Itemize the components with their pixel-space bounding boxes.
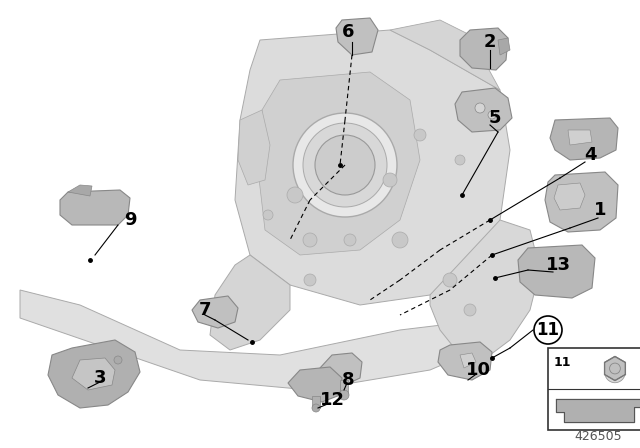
Circle shape bbox=[303, 233, 317, 247]
Circle shape bbox=[315, 135, 375, 195]
Polygon shape bbox=[235, 30, 510, 305]
Circle shape bbox=[263, 210, 273, 220]
Polygon shape bbox=[605, 357, 625, 380]
Circle shape bbox=[414, 129, 426, 141]
Polygon shape bbox=[545, 172, 618, 232]
Text: 9: 9 bbox=[124, 211, 136, 229]
Text: 426505: 426505 bbox=[574, 430, 622, 443]
Circle shape bbox=[392, 232, 408, 248]
Text: 6: 6 bbox=[342, 23, 355, 41]
Polygon shape bbox=[210, 255, 290, 350]
Polygon shape bbox=[460, 28, 508, 70]
Circle shape bbox=[339, 390, 349, 400]
Circle shape bbox=[344, 234, 356, 246]
Polygon shape bbox=[554, 183, 585, 210]
Text: 10: 10 bbox=[465, 361, 490, 379]
Text: 11: 11 bbox=[536, 321, 559, 339]
Bar bbox=[548, 348, 640, 430]
Text: 12: 12 bbox=[319, 391, 344, 409]
Polygon shape bbox=[238, 110, 270, 185]
Circle shape bbox=[605, 362, 625, 383]
Circle shape bbox=[383, 173, 397, 187]
Circle shape bbox=[455, 155, 465, 165]
Polygon shape bbox=[192, 296, 238, 328]
Circle shape bbox=[287, 187, 303, 203]
Polygon shape bbox=[556, 399, 640, 422]
Text: 2: 2 bbox=[484, 33, 496, 51]
Polygon shape bbox=[336, 18, 378, 55]
Text: 11: 11 bbox=[554, 356, 572, 369]
Polygon shape bbox=[20, 290, 500, 390]
Circle shape bbox=[475, 103, 485, 113]
Polygon shape bbox=[320, 353, 362, 385]
Text: 1: 1 bbox=[594, 201, 606, 219]
Circle shape bbox=[114, 356, 122, 364]
Text: 4: 4 bbox=[584, 146, 596, 164]
Polygon shape bbox=[390, 20, 500, 90]
Circle shape bbox=[304, 274, 316, 286]
Polygon shape bbox=[68, 185, 92, 196]
Text: 5: 5 bbox=[489, 109, 501, 127]
Polygon shape bbox=[60, 190, 130, 225]
Polygon shape bbox=[72, 358, 115, 390]
Circle shape bbox=[312, 404, 320, 412]
Polygon shape bbox=[430, 220, 540, 355]
Text: 3: 3 bbox=[93, 369, 106, 387]
Polygon shape bbox=[605, 357, 625, 380]
Circle shape bbox=[443, 273, 457, 287]
Text: 8: 8 bbox=[342, 371, 355, 389]
Polygon shape bbox=[518, 245, 595, 298]
Circle shape bbox=[293, 113, 397, 217]
Polygon shape bbox=[460, 353, 476, 368]
Circle shape bbox=[464, 304, 476, 316]
Text: 13: 13 bbox=[545, 256, 570, 274]
Text: 7: 7 bbox=[199, 301, 211, 319]
Polygon shape bbox=[550, 118, 618, 160]
Polygon shape bbox=[438, 342, 492, 380]
Circle shape bbox=[488, 111, 496, 119]
Polygon shape bbox=[288, 367, 342, 402]
Circle shape bbox=[303, 123, 387, 207]
Polygon shape bbox=[568, 130, 592, 145]
Bar bbox=[312, 396, 320, 408]
Bar bbox=[340, 380, 348, 395]
Polygon shape bbox=[48, 340, 140, 408]
Polygon shape bbox=[258, 72, 420, 255]
Polygon shape bbox=[455, 88, 512, 132]
Polygon shape bbox=[498, 38, 510, 55]
